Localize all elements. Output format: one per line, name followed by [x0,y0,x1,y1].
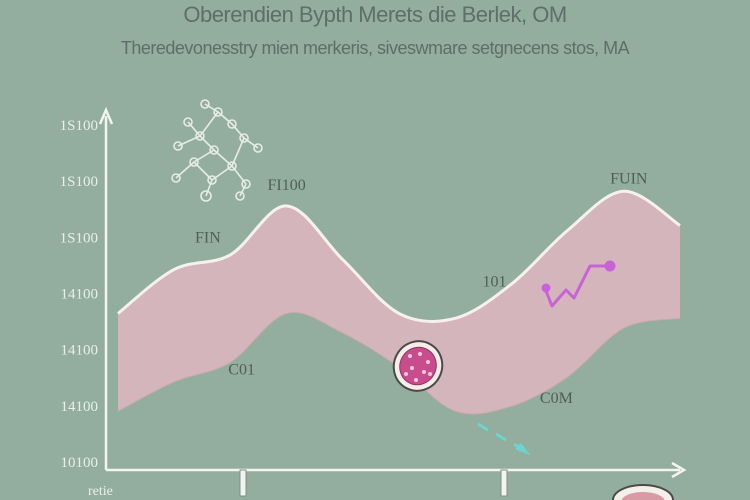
x-axis-label: retie [88,484,113,499]
y-tick-labels: 1S100 1S100 1S100 14100 14100 14100 10100 [60,118,98,471]
annotation-label: FIN [195,230,221,247]
cell-icon-bottom [612,484,674,500]
area-band-fill [118,191,680,415]
x-axis [106,461,687,497]
y-tick-label: 10100 [61,455,99,471]
annotation-label: C0M [540,390,573,407]
y-tick-label: 14100 [61,343,99,359]
series-upper-line [117,189,681,323]
annotation-label: 101 [483,273,507,290]
cell-icon [392,340,444,392]
y-tick-label: 1S100 [60,118,98,134]
chart-title: Oberendien Bypth Merets die Berlek, OM [183,2,567,27]
y-axis [98,106,114,470]
y-tick-label: 14100 [61,399,99,415]
annotation-label: FI100 [267,177,305,194]
molecule-icon [171,99,263,202]
accent-trend-line [541,260,616,308]
dashed-arrow-icon [477,422,531,456]
chart-subtitle: Theredevonesstry mien merkeris, siveswma… [120,38,630,58]
y-tick-label: 14100 [61,287,99,303]
y-tick-label: 1S100 [60,174,98,190]
y-tick-label: 1S100 [60,230,98,246]
annotations: FI100 FUIN FIN 101 C01 C0M [195,170,648,407]
annotation-label: FUIN [610,170,648,187]
annotation-label: C01 [228,362,255,379]
